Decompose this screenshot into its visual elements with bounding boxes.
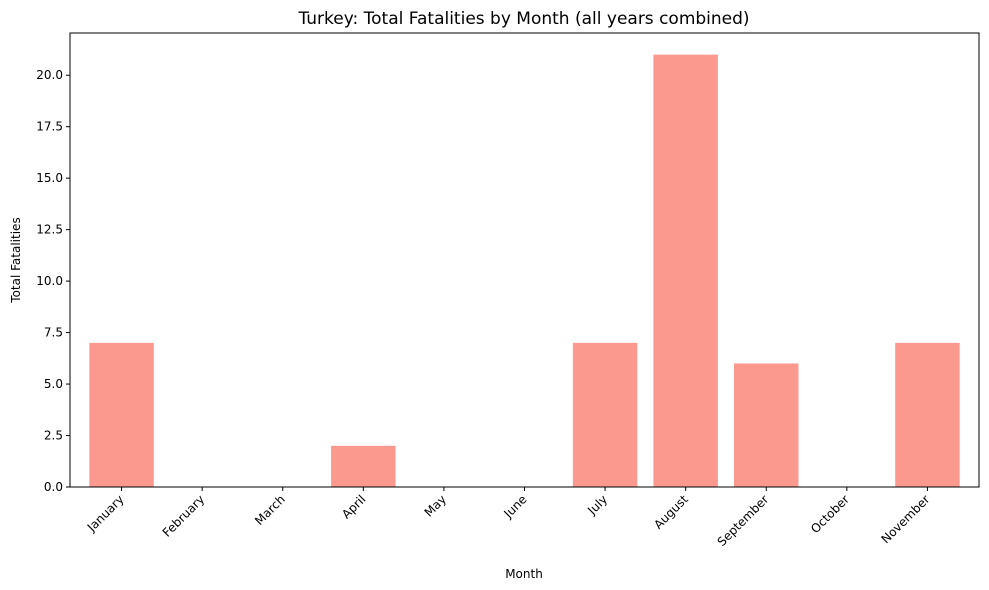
bar-november bbox=[895, 342, 960, 487]
x-tick-label: February bbox=[160, 492, 208, 540]
bar-january bbox=[89, 342, 154, 487]
y-tick-label: 5.0 bbox=[44, 377, 63, 391]
x-axis-title: Month bbox=[505, 567, 543, 581]
y-tick-label: 20.0 bbox=[36, 68, 63, 82]
y-tick-label: 10.0 bbox=[36, 274, 63, 288]
y-tick-label: 15.0 bbox=[36, 171, 63, 185]
bar-september bbox=[734, 363, 799, 487]
y-axis: 0.0 2.5 5.0 7.5 10.0 12.5 15.0 17.5 20.0 bbox=[36, 68, 70, 494]
x-tick-label: April bbox=[339, 492, 368, 521]
x-tick-label: January bbox=[84, 492, 127, 535]
y-tick-label: 17.5 bbox=[36, 120, 63, 134]
x-tick-label: October bbox=[808, 492, 852, 536]
x-tick-label: July bbox=[584, 492, 610, 518]
bar-august bbox=[653, 54, 718, 487]
bar-april bbox=[331, 445, 396, 487]
bar-july bbox=[572, 342, 638, 487]
x-axis: January February March April May June July Augu… bbox=[84, 487, 933, 549]
x-tick-label: August bbox=[651, 492, 691, 532]
x-tick-label: May bbox=[422, 492, 449, 519]
x-tick-label: September bbox=[715, 492, 772, 549]
chart-title: Turkey: Total Fatalities by Month (all y… bbox=[297, 9, 749, 29]
x-tick-label: March bbox=[252, 492, 288, 528]
x-tick-label: November bbox=[878, 492, 932, 546]
y-tick-label: 2.5 bbox=[44, 429, 63, 443]
plot-area bbox=[89, 54, 960, 487]
y-tick-label: 0.0 bbox=[44, 480, 63, 494]
x-tick-label: June bbox=[501, 492, 530, 521]
plot-frame bbox=[69, 32, 980, 488]
y-axis-title: Total Fatalities bbox=[9, 217, 23, 303]
y-tick-label: 12.5 bbox=[36, 223, 63, 237]
y-tick-label: 7.5 bbox=[44, 326, 63, 340]
